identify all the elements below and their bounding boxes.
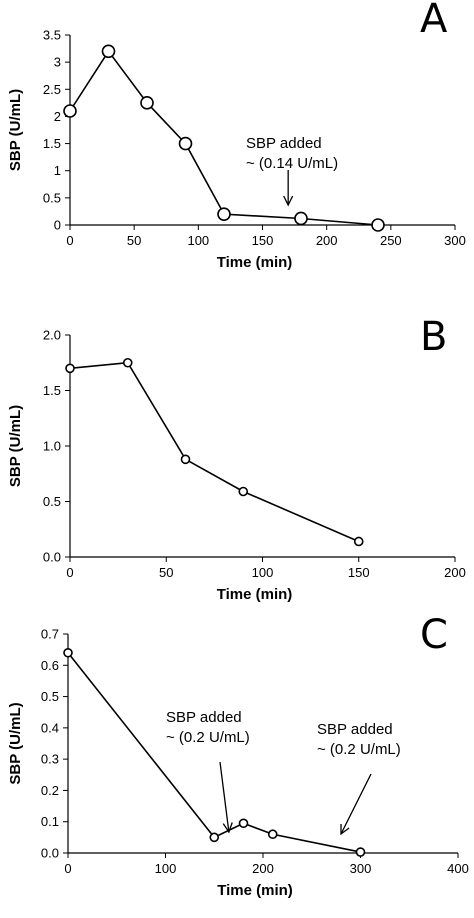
annotation-text: ~ (0.2 U/mL) xyxy=(317,741,401,758)
x-tick-label: 50 xyxy=(127,233,141,248)
x-axis-title: Time (min) xyxy=(217,586,293,603)
data-point xyxy=(209,832,220,843)
annotation-text: ~ (0.14 U/mL) xyxy=(246,155,338,172)
y-tick-label: 0.0 xyxy=(41,846,59,861)
y-tick-label: 3 xyxy=(54,55,61,70)
y-tick-label: 0.0 xyxy=(43,550,61,565)
data-point xyxy=(353,536,364,547)
panel-letter: B xyxy=(420,314,447,360)
data-point xyxy=(178,136,193,151)
y-axis-title: SBP (U/mL) xyxy=(7,405,24,487)
arrow-line xyxy=(219,761,230,833)
y-tick-label: 0.7 xyxy=(41,627,59,642)
data-point xyxy=(294,211,308,226)
x-tick-label: 100 xyxy=(187,233,209,248)
x-tick-label: 0 xyxy=(66,565,73,580)
series-line xyxy=(69,49,379,226)
data-point xyxy=(217,207,231,221)
panel-letter: A xyxy=(420,0,448,42)
x-tick-label: 200 xyxy=(444,565,466,580)
data-point xyxy=(238,818,249,829)
x-tick-label: 300 xyxy=(350,861,372,876)
y-axis-title: SBP (U/mL) xyxy=(7,89,24,171)
y-tick-label: 1 xyxy=(54,163,61,178)
y-tick-label: 0.5 xyxy=(43,494,61,509)
data-point xyxy=(355,847,366,857)
data-point xyxy=(122,357,133,368)
data-point xyxy=(267,829,278,840)
y-tick-label: 2 xyxy=(54,109,61,124)
x-tick-label: 100 xyxy=(155,861,177,876)
y-tick-label: 2.0 xyxy=(43,328,61,343)
x-tick-label: 400 xyxy=(447,861,469,876)
y-tick-label: 0.5 xyxy=(41,689,59,704)
y-tick-label: 0.2 xyxy=(41,783,59,798)
arrow-head xyxy=(222,822,233,834)
annotation: SBP added ~ (0.2 U/mL) xyxy=(166,709,250,834)
annotation: SBP added ~ (0.14 U/mL) xyxy=(246,135,338,207)
x-tick-label: 300 xyxy=(444,233,466,248)
arrow-line xyxy=(340,773,372,835)
data-point xyxy=(63,647,73,658)
x-axis-title: Time (min) xyxy=(217,882,293,899)
data-point xyxy=(65,363,75,374)
data-point xyxy=(371,218,385,232)
y-axis-title: SBP (U/mL) xyxy=(7,702,24,784)
data-point xyxy=(101,44,116,59)
data-point xyxy=(180,454,191,465)
x-axis-title: Time (min) xyxy=(217,254,293,271)
y-tick-label: 0 xyxy=(54,218,61,233)
x-tick-label: 250 xyxy=(380,233,402,248)
arrow-head xyxy=(340,823,350,836)
chart-panel-a: 0 50 100 150 200 250 300 0 0.5 1 1.5 2 2.5 3 3.5 Time (… xyxy=(7,0,466,271)
annotation-text: ~ (0.2 U/mL) xyxy=(166,729,250,746)
chart-panel-b: 0 50 100 150 200 0.0 0.5 1.0 1.5 2.0 Time (min) SBP… xyxy=(7,314,466,603)
arrow-head xyxy=(283,195,294,207)
data-point xyxy=(140,96,154,110)
y-tick-label: 0.5 xyxy=(43,190,61,205)
panel-letter: C xyxy=(420,612,448,658)
annotation-text: SBP added xyxy=(246,135,322,152)
y-tick-label: 0.4 xyxy=(41,720,59,735)
y-tick-label: 0.6 xyxy=(41,658,59,673)
y-tick-label: 1.0 xyxy=(43,439,61,454)
data-point xyxy=(63,104,77,118)
annotation-text: SBP added xyxy=(317,721,393,738)
y-tick-label: 3.5 xyxy=(43,28,61,43)
x-tick-label: 200 xyxy=(316,233,338,248)
x-tick-label: 150 xyxy=(348,565,370,580)
chart-panel-c: 0 100 200 300 400 0.0 0.1 0.2 0.3 0.4 0.5 0.6 0.7 Tim… xyxy=(7,612,469,899)
x-tick-label: 150 xyxy=(252,233,274,248)
y-tick-label: 0.3 xyxy=(41,752,59,767)
y-tick-label: 1.5 xyxy=(43,383,61,398)
x-tick-label: 100 xyxy=(252,565,274,580)
x-tick-label: 200 xyxy=(252,861,274,876)
series-line xyxy=(69,361,360,543)
y-tick-label: 1.5 xyxy=(43,136,61,151)
x-tick-label: 0 xyxy=(66,233,73,248)
x-tick-label: 0 xyxy=(64,861,71,876)
annotation: SBP added ~ (0.2 U/mL) xyxy=(317,721,401,836)
x-tick-label: 50 xyxy=(159,565,173,580)
y-tick-label: 2.5 xyxy=(43,82,61,97)
data-point xyxy=(238,486,249,497)
annotation-text: SBP added xyxy=(166,709,242,726)
y-tick-label: 0.1 xyxy=(41,814,59,829)
